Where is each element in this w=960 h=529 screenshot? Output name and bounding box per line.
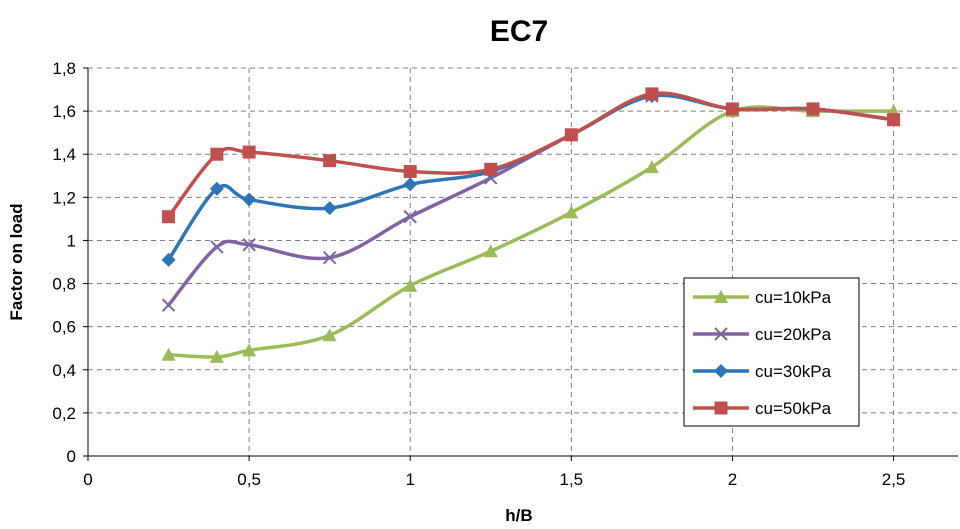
legend-marker-cu-30kpa [714,364,728,378]
y-tick-label: 0,4 [52,361,76,380]
y-tick-label: 1,8 [52,59,76,78]
legend-item-cu-20kpa: cu=20kPa [693,325,832,344]
legend-marker-cu-20kpa-stroke [714,327,728,341]
data-point-cu-50kpa [210,147,224,161]
legend-item-cu-30kpa: cu=30kPa [693,362,832,381]
data-point-cu-20kpa [322,250,337,265]
data-point-cu-10kpa [644,160,659,174]
data-point-cu-10kpa [322,328,337,342]
series-line-cu-30kpa [166,93,896,262]
data-point-cu-10kpa [403,278,418,292]
legend-item-cu-50kpa: cu=50kPa [693,399,832,418]
series-line-cu-20kpa [166,93,896,307]
data-point-cu-20kpa [210,240,224,254]
data-point-cu-50kpa [806,102,820,116]
legend-marker-cu-20kpa [714,327,728,341]
data-point-cu-50kpa [645,87,659,101]
data-point-cu-30kpa [161,252,176,267]
y-tick-label: 1 [67,231,76,250]
legend-label-cu-30kpa: cu=30kPa [755,362,832,381]
legend-item-cu-10kpa: cu=10kPa [693,288,832,307]
data-point-cu-50kpa [484,162,498,176]
data-point-cu-20kpa-stroke [161,298,176,312]
data-point-cu-50kpa [725,102,739,116]
data-point-cu-30kpa [209,181,224,196]
data-point-cu-10kpa [209,349,224,363]
x-tick-label: 0,5 [237,470,261,489]
axes [83,67,958,461]
y-tick-labels: 0 0,2 0,4 0,6 0,8 1 1,2 1,4 1,6 1,8 [52,59,76,466]
y-tick-label: 1,6 [52,102,76,121]
y-tick-label: 0,6 [52,318,76,337]
data-point-cu-20kpa [242,238,256,252]
x-tick-label: 0 [83,470,92,489]
y-tick-label: 1,2 [52,188,76,207]
data-point-cu-10kpa [483,244,498,258]
x-tick-label: 1 [405,470,414,489]
y-axis-title: Factor on load [7,203,26,320]
series-layer [161,87,901,363]
y-tick-label: 0,2 [52,404,76,423]
data-point-cu-20kpa [161,298,176,312]
data-point-cu-10kpa [242,343,257,357]
x-tick-label: 1,5 [560,470,584,489]
series-cu-50kpa [162,87,901,224]
y-tick-label: 0,8 [52,275,76,294]
data-point-cu-10kpa [161,347,176,361]
data-point-cu-50kpa [887,113,901,127]
data-point-cu-20kpa-stroke [242,238,256,252]
data-point-cu-30kpa [403,177,418,192]
data-point-cu-20kpa [403,210,417,224]
legend-label-cu-50kpa: cu=50kPa [755,399,832,418]
x-axis-title: h/B [505,506,532,525]
data-point-cu-20kpa-stroke [322,250,337,265]
legend: cu=10kPa cu=20kPa cu=30kPa cu=50kPa [683,277,860,427]
data-point-cu-20kpa-stroke [210,240,224,254]
data-point-cu-50kpa [564,128,578,142]
legend-marker-cu-10kpa [714,290,728,303]
data-point-cu-50kpa [323,154,337,168]
data-point-cu-50kpa [242,145,256,159]
x-tick-label: 2,5 [882,470,906,489]
legend-box [683,277,860,427]
chart-title: EC7 [490,15,548,48]
legend-marker-cu-50kpa [714,401,728,415]
data-point-cu-50kpa [403,164,417,178]
x-tick-label: 2 [728,470,737,489]
grid [88,67,958,456]
legend-label-cu-10kpa: cu=10kPa [755,288,832,307]
data-point-cu-10kpa [564,205,579,219]
data-point-cu-30kpa [322,201,337,216]
data-point-cu-50kpa [162,210,176,224]
legend-label-cu-20kpa: cu=20kPa [755,325,832,344]
y-tick-label: 1,4 [52,145,76,164]
data-point-cu-30kpa [242,192,257,207]
x-tick-labels: 0 0,5 1 1,5 2 2,5 [83,470,905,489]
data-point-cu-20kpa-stroke [403,210,417,224]
series-line-cu-50kpa [166,91,896,219]
y-tick-label: 0 [67,447,76,466]
